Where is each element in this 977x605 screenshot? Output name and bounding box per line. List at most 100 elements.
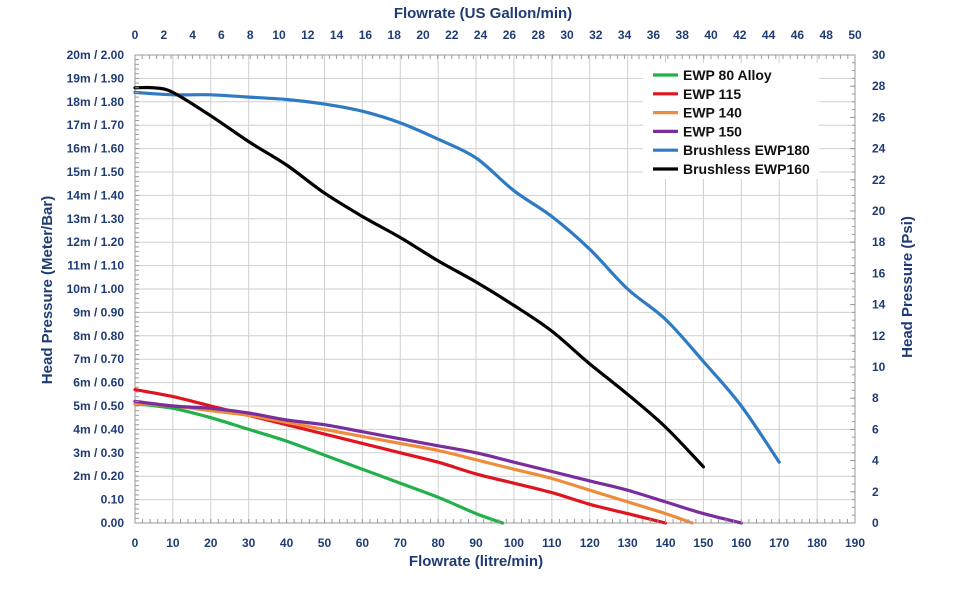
right-tick-label: 20 (872, 204, 886, 218)
top-tick-label: 24 (474, 28, 488, 42)
top-tick-label: 36 (647, 28, 661, 42)
top-tick-label: 20 (416, 28, 430, 42)
left-tick-label: 20m / 2.00 (67, 48, 125, 62)
legend-label-brushless-ewp160: Brushless EWP160 (683, 161, 810, 177)
left-tick-label: 6m / 0.60 (73, 376, 124, 390)
top-tick-label: 32 (589, 28, 603, 42)
left-tick-label: 17m / 1.70 (67, 118, 125, 132)
left-tick-label: 2m / 0.20 (73, 469, 124, 483)
series-line-brushless-ewp180 (133, 90, 781, 464)
bottom-tick-label: 10 (166, 536, 180, 550)
left-tick-label: 11m / 1.10 (67, 259, 124, 273)
top-tick-label: 16 (359, 28, 373, 42)
right-tick-label: 12 (872, 329, 886, 343)
top-tick-label: 28 (532, 28, 546, 42)
top-tick-label: 40 (704, 28, 718, 42)
top-tick-label: 14 (330, 28, 344, 42)
bottom-tick-label: 190 (845, 536, 865, 550)
series-line-ewp-80-alloy (133, 402, 505, 525)
series-line-brushless-ewp160 (133, 85, 705, 469)
left-tick-label: 16m / 1.60 (67, 142, 125, 156)
series-line-ewp-150 (133, 399, 743, 525)
legend-label-ewp-115: EWP 115 (683, 86, 741, 102)
top-tick-label: 8 (247, 28, 254, 42)
bottom-tick-label: 80 (431, 536, 445, 550)
axes: 0 10 20 30 40 50 60 70 80 90 100 110 120 130 140 150 160… (67, 28, 886, 550)
left-tick-label: 4m / 0.40 (73, 422, 124, 436)
left-axis-title: Head Pressure (Meter/Bar) (39, 196, 56, 384)
bottom-tick-label: 70 (394, 536, 408, 550)
left-tick-label: 3m / 0.30 (73, 446, 124, 460)
bottom-tick-label: 60 (356, 536, 370, 550)
left-tick-label: 8m / 0.80 (73, 329, 124, 343)
legend-label-brushless-ewp180: Brushless EWP180 (683, 142, 810, 158)
bottom-tick-label: 160 (731, 536, 751, 550)
right-tick-label: 28 (872, 79, 886, 93)
left-tick-label: 12m / 1.20 (67, 235, 125, 249)
bottom-tick-label: 40 (280, 536, 294, 550)
right-tick-label: 8 (872, 391, 879, 405)
left-tick-label: 14m / 1.40 (67, 188, 125, 202)
right-tick-label: 26 (872, 110, 886, 124)
right-tick-label: 4 (872, 454, 879, 468)
right-tick-label: 10 (872, 360, 886, 374)
bottom-tick-label: 100 (504, 536, 524, 550)
left-tick-label: 0.10 (101, 493, 125, 507)
top-tick-label: 4 (189, 28, 196, 42)
right-tick-label: 0 (872, 516, 879, 530)
top-tick-label: 6 (218, 28, 225, 42)
bottom-tick-label: 90 (469, 536, 483, 550)
left-tick-label: 9m / 0.90 (73, 305, 124, 319)
top-tick-label: 30 (560, 28, 574, 42)
top-tick-label: 22 (445, 28, 459, 42)
bottom-tick-label: 170 (769, 536, 789, 550)
top-tick-label: 10 (272, 28, 286, 42)
bottom-tick-label: 150 (693, 536, 713, 550)
series-lines (133, 85, 781, 525)
bottom-tick-label: 20 (204, 536, 218, 550)
left-tick-label: 0.00 (101, 516, 125, 530)
left-tick-label: 13m / 1.30 (67, 212, 125, 226)
top-tick-label: 34 (618, 28, 632, 42)
bottom-tick-label: 50 (318, 536, 332, 550)
left-tick-label: 10m / 1.00 (67, 282, 125, 296)
left-tick-label: 18m / 1.80 (67, 95, 125, 109)
right-tick-label: 24 (872, 142, 886, 156)
legend-box (643, 63, 819, 179)
top-tick-label: 48 (820, 28, 834, 42)
right-axis-title: Head Pressure (Psi) (899, 216, 916, 358)
legend-label-ewp-140: EWP 140 (683, 105, 742, 121)
top-tick-label: 0 (132, 28, 139, 42)
bottom-axis-title: Flowrate (litre/min) (409, 553, 543, 570)
right-tick-label: 14 (872, 298, 886, 312)
top-axis-title: Flowrate (US Gallon/min) (394, 5, 572, 22)
left-tick-label: 15m / 1.50 (67, 165, 125, 179)
top-tick-label: 46 (791, 28, 805, 42)
top-tick-label: 18 (388, 28, 402, 42)
series-line-ewp-140 (133, 402, 694, 525)
bottom-tick-label: 0 (132, 536, 139, 550)
top-tick-label: 50 (848, 28, 862, 42)
right-tick-label: 2 (872, 485, 879, 499)
bottom-tick-label: 30 (242, 536, 256, 550)
top-tick-label: 26 (503, 28, 517, 42)
legend-label-ewp-80-alloy: EWP 80 Alloy (683, 67, 772, 83)
top-tick-label: 38 (676, 28, 690, 42)
right-tick-label: 18 (872, 235, 886, 249)
right-tick-label: 16 (872, 266, 886, 280)
bottom-tick-label: 120 (580, 536, 600, 550)
right-tick-label: 6 (872, 422, 879, 436)
bottom-tick-label: 140 (656, 536, 676, 550)
left-tick-label: 19m / 1.90 (67, 71, 125, 85)
top-tick-label: 2 (160, 28, 167, 42)
right-tick-label: 22 (872, 173, 886, 187)
top-tick-label: 44 (762, 28, 776, 42)
legend-label-ewp-150: EWP 150 (683, 123, 742, 139)
left-tick-label: 7m / 0.70 (73, 352, 124, 366)
bottom-tick-label: 180 (807, 536, 827, 550)
left-tick-label: 5m / 0.50 (73, 399, 124, 413)
top-tick-label: 12 (301, 28, 315, 42)
legend: EWP 80 Alloy EWP 115 EWP 140 EWP 150 Brushle… (643, 63, 819, 179)
right-tick-label: 30 (872, 48, 886, 62)
